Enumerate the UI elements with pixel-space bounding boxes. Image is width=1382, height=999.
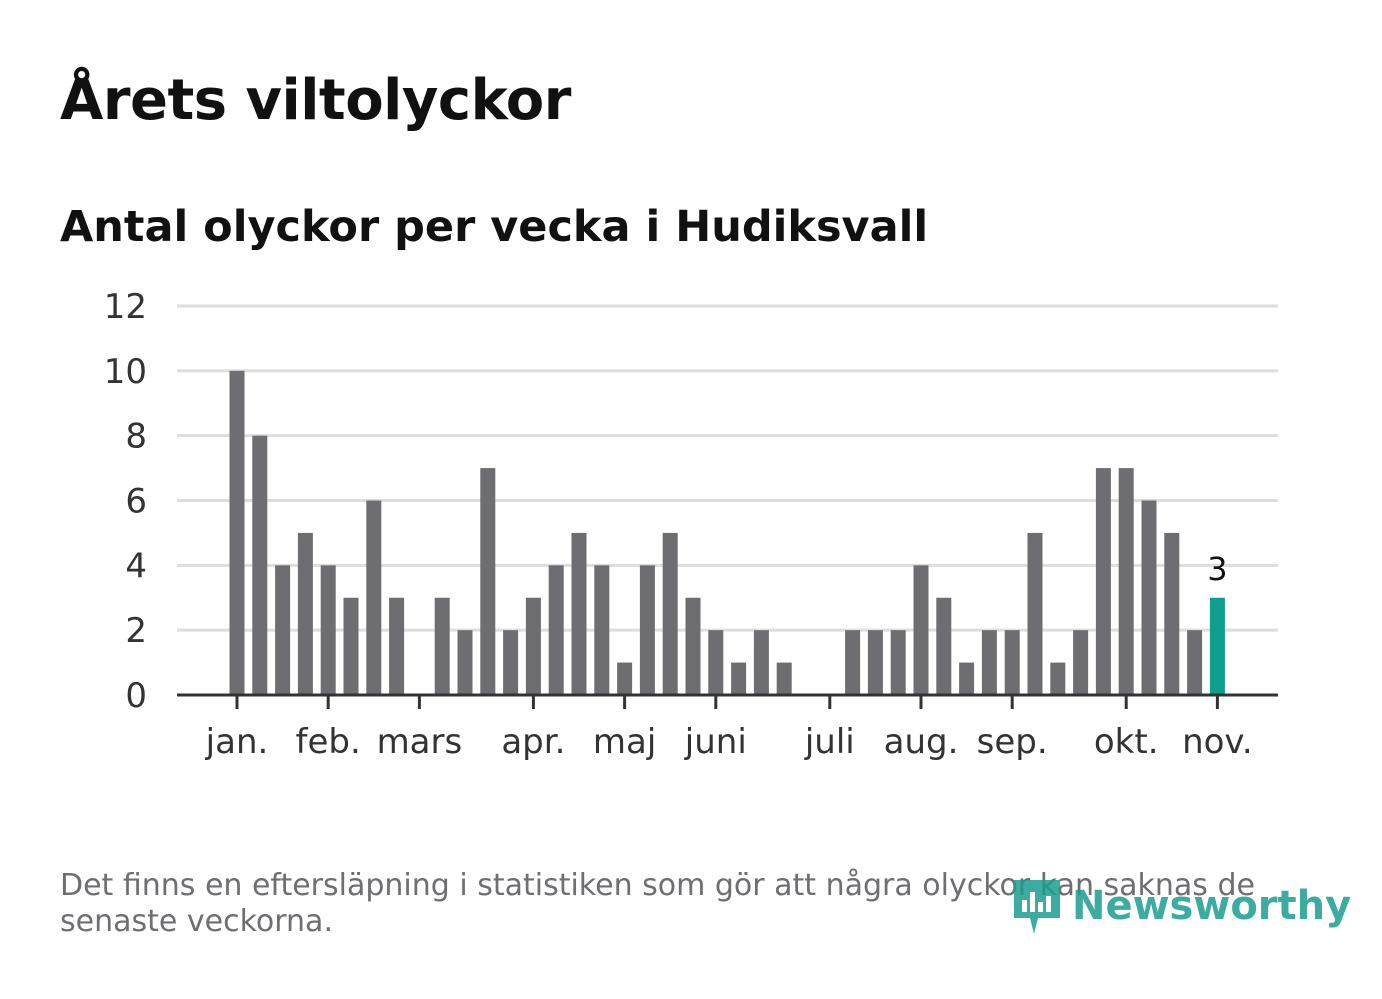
bar	[639, 565, 655, 695]
bar	[1118, 468, 1134, 695]
chart-title: Årets viltolyckor	[60, 68, 571, 133]
bar	[662, 532, 678, 695]
bar	[845, 630, 861, 695]
bar	[1027, 532, 1043, 695]
bar	[776, 662, 792, 695]
bar	[1004, 630, 1020, 695]
x-tick-label: jan.	[205, 722, 269, 762]
y-tick-label: 8	[125, 417, 147, 457]
bar-highlight	[1209, 597, 1225, 695]
bar	[389, 597, 405, 695]
bars	[229, 370, 1225, 695]
x-tick-label: apr.	[501, 722, 565, 762]
x-tick-label: aug.	[884, 722, 959, 762]
y-tick-label: 0	[125, 676, 147, 716]
x-tick-label: nov.	[1182, 722, 1253, 762]
bar	[229, 370, 245, 695]
bar	[343, 597, 359, 695]
y-tick-label: 6	[125, 482, 147, 522]
bar	[594, 565, 610, 695]
x-tick-label: maj	[593, 722, 656, 762]
bar	[1141, 500, 1157, 695]
bar-chart: 0 2 4 6 8 10 12 jan. feb. mars apr. maj juni juli aug…	[104, 287, 1278, 762]
bar	[936, 597, 952, 695]
gridlines	[177, 304, 1278, 632]
bar	[913, 565, 929, 695]
bar	[1073, 630, 1089, 695]
bar	[731, 662, 747, 695]
bar	[480, 468, 496, 695]
bar	[753, 630, 769, 695]
bar	[959, 662, 975, 695]
bar	[548, 565, 564, 695]
bar	[890, 630, 906, 695]
bar	[617, 662, 633, 695]
y-tick-label: 2	[125, 611, 147, 651]
x-tick-label: feb.	[296, 722, 361, 762]
bar	[503, 630, 519, 695]
x-axis-tick-labels: jan. feb. mars apr. maj juni juli aug. sep. okt. n…	[205, 722, 1253, 762]
bar	[708, 630, 724, 695]
bar	[366, 500, 382, 695]
x-axis	[177, 693, 1278, 709]
bar	[457, 630, 473, 695]
y-tick-label: 4	[125, 546, 147, 586]
x-tick-label: okt.	[1094, 722, 1159, 762]
bar	[1164, 532, 1180, 695]
bar	[685, 597, 701, 695]
data-label-highlight: 3	[1207, 550, 1227, 588]
y-axis-tick-labels: 0 2 4 6 8 10 12	[104, 287, 147, 716]
x-tick-label: juli	[804, 722, 855, 762]
bar	[1050, 662, 1066, 695]
newsworthy-logo-icon	[1014, 880, 1060, 934]
bar	[867, 630, 883, 695]
bar	[1095, 468, 1111, 695]
y-tick-label: 12	[104, 287, 147, 327]
bar	[275, 565, 291, 695]
newsworthy-logo: Newsworthy	[1012, 874, 1351, 938]
x-tick-label: sep.	[977, 722, 1048, 762]
y-tick-label: 10	[104, 352, 147, 392]
bar	[571, 532, 587, 695]
bar	[297, 532, 313, 695]
data-labels: 3	[1207, 550, 1227, 588]
chart-subtitle: Antal olyckor per vecka i Hudiksvall	[60, 202, 929, 252]
newsworthy-logo-text: Newsworthy	[1072, 883, 1352, 929]
x-tick-label: juni	[684, 722, 747, 762]
bar	[525, 597, 541, 695]
x-tick-label: mars	[377, 722, 463, 762]
bar	[320, 565, 336, 695]
bar	[252, 435, 268, 695]
bar	[434, 597, 450, 695]
bar	[981, 630, 997, 695]
bar	[1187, 630, 1203, 695]
